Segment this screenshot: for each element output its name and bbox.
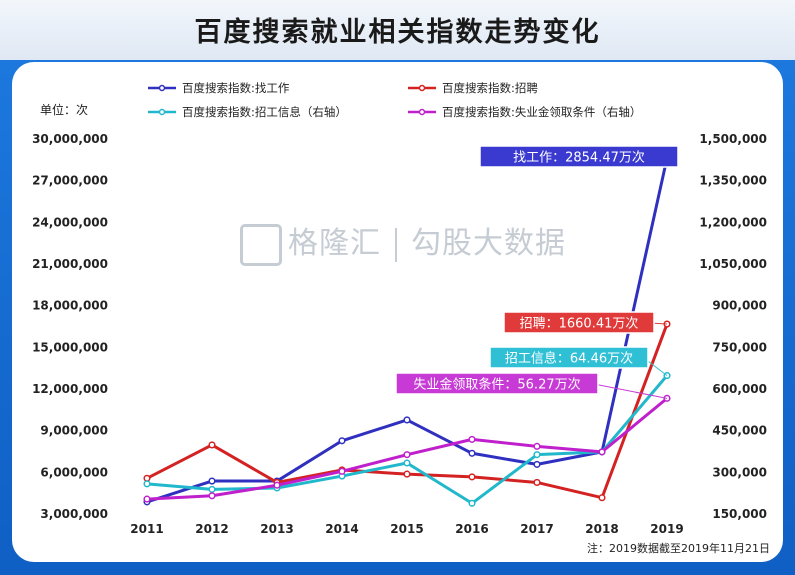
- data-point: [533, 442, 541, 450]
- left-tick-label: 3,000,000: [40, 507, 108, 521]
- left-tick-label: 12,000,000: [32, 382, 108, 396]
- x-tick-label: 2016: [455, 522, 488, 536]
- data-point: [468, 473, 476, 481]
- callout-label: 招工信息：64.46万次: [505, 351, 633, 367]
- left-tick-label: 18,000,000: [32, 299, 108, 313]
- x-tick-label: 2017: [520, 522, 553, 536]
- legend-label: 百度搜索指数:找工作: [182, 81, 290, 95]
- legend-label: 百度搜索指数:失业金领取条件（右轴）: [442, 105, 641, 119]
- data-point: [338, 467, 346, 475]
- left-tick-label: 9,000,000: [40, 424, 108, 438]
- watermark: 格隆汇 勾股大数据: [240, 218, 566, 266]
- series-line: [146, 374, 669, 505]
- data-point: [208, 485, 216, 493]
- data-point: [338, 437, 346, 445]
- legend-marker: [158, 84, 166, 92]
- data-point: [208, 492, 216, 500]
- watermark-text: 勾股大数据: [411, 226, 566, 261]
- page-title: 百度搜索就业相关指数走势变化: [194, 17, 601, 48]
- data-point: [598, 494, 606, 502]
- callout-box: [503, 311, 655, 334]
- data-point: [273, 481, 281, 489]
- right-tick-label: 1,050,000: [699, 257, 767, 271]
- data-point: [468, 435, 476, 443]
- data-point: [143, 480, 151, 488]
- callout-leader: [593, 383, 668, 399]
- x-tick-label: 2011: [130, 522, 163, 536]
- legend-marker: [158, 108, 166, 116]
- left-tick-label: 24,000,000: [32, 215, 108, 229]
- legend-marker: [418, 108, 426, 116]
- right-tick-label: 300,000: [712, 465, 767, 479]
- data-point: [533, 451, 541, 459]
- callout-box: [489, 346, 649, 369]
- right-tick-label: 600,000: [712, 382, 767, 396]
- left-tick-label: 21,000,000: [32, 257, 108, 271]
- data-point: [598, 448, 606, 456]
- right-tick-label: 1,200,000: [699, 215, 767, 229]
- right-tick-label: 150,000: [712, 507, 767, 521]
- right-tick-label: 900,000: [712, 299, 767, 313]
- left-tick-label: 27,000,000: [32, 174, 108, 188]
- legend-marker: [418, 84, 426, 92]
- x-tick-label: 2018: [585, 522, 618, 536]
- title-bar: 百度搜索就业相关指数走势变化: [0, 0, 795, 60]
- x-tick-label: 2013: [260, 522, 293, 536]
- legend-label: 百度搜索指数:招聘: [442, 81, 538, 95]
- footnote: 注：2019数据截至2019年11月21日: [587, 541, 770, 555]
- left-tick-label: 6,000,000: [40, 465, 108, 479]
- callout-label: 找工作：2854.47万次: [513, 150, 645, 166]
- x-tick-label: 2019: [650, 522, 683, 536]
- data-point: [403, 459, 411, 467]
- data-point: [208, 441, 216, 449]
- data-point: [403, 416, 411, 424]
- data-point: [468, 449, 476, 457]
- legend-label: 百度搜索指数:招工信息（右轴）: [182, 105, 347, 119]
- right-tick-label: 450,000: [712, 424, 767, 438]
- data-point: [468, 499, 476, 507]
- data-point: [143, 495, 151, 503]
- data-point: [208, 477, 216, 485]
- data-point: [143, 474, 151, 482]
- x-tick-label: 2015: [390, 522, 423, 536]
- x-tick-label: 2012: [195, 522, 228, 536]
- left-tick-label: 15,000,000: [32, 340, 108, 354]
- data-point: [533, 460, 541, 468]
- data-point: [403, 470, 411, 478]
- unit-label: 单位：次: [40, 102, 88, 117]
- callout-label: 失业金领取条件：56.27万次: [413, 377, 580, 393]
- watermark-brand: 格隆汇: [288, 226, 381, 261]
- series-line: [146, 397, 668, 501]
- callout-box: [395, 372, 599, 395]
- x-tick-label: 2014: [325, 522, 358, 536]
- right-tick-label: 1,350,000: [699, 174, 767, 188]
- right-tick-label: 1,500,000: [699, 132, 767, 146]
- data-point: [533, 478, 541, 486]
- callout-box: [479, 145, 679, 168]
- left-tick-label: 30,000,000: [32, 132, 108, 146]
- data-point: [403, 451, 411, 459]
- watermark-logo-icon: [240, 223, 282, 266]
- callout-label: 招聘：1660.41万次: [520, 316, 639, 332]
- right-tick-label: 750,000: [712, 340, 767, 354]
